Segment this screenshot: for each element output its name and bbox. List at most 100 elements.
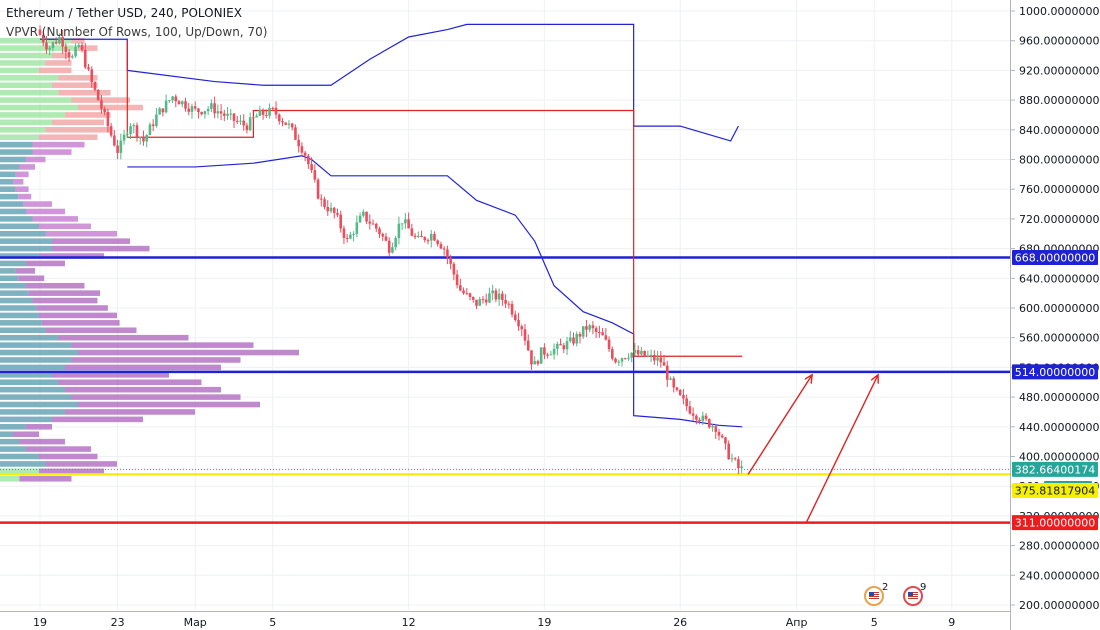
candle-body <box>423 237 427 241</box>
candle-body <box>103 108 106 113</box>
candle-body <box>678 389 682 396</box>
candle-body <box>45 42 48 50</box>
candle-body <box>452 263 456 275</box>
candle-body <box>223 113 226 116</box>
candle-body <box>268 107 271 116</box>
candle-body <box>481 299 485 301</box>
candle-body <box>442 248 446 250</box>
profile-bar-up <box>0 156 26 163</box>
level-tag-label: 514.00000000 <box>1015 366 1095 379</box>
candle-body <box>717 431 721 436</box>
candle-body <box>484 299 488 303</box>
candle-body <box>148 124 152 136</box>
candle-body <box>281 121 284 123</box>
candle-body <box>126 133 129 135</box>
profile-bar-up <box>0 342 72 348</box>
price-axis[interactable]: 1000.00000000 960.00000000 920.00000000 880… <box>1010 0 1100 630</box>
candle-body <box>355 222 359 235</box>
indicator-title[interactable]: VPVR (Number Of Rows, 100, Up/Down, 70) <box>6 25 268 39</box>
profile-bar-up <box>0 416 52 423</box>
candle-body <box>646 355 650 357</box>
candle-body <box>740 466 743 469</box>
candle-body <box>572 337 575 344</box>
candle-body <box>471 296 475 300</box>
vwap-lower-blue <box>127 155 743 428</box>
horizontal-levels[interactable] <box>0 256 1010 524</box>
candle-body <box>300 146 304 153</box>
candle-body <box>429 234 433 241</box>
profile-bar-down <box>65 364 221 371</box>
candle-body <box>138 137 142 139</box>
economic-event-icon-1[interactable] <box>864 586 884 606</box>
candle-body <box>501 293 504 300</box>
candle-body <box>64 46 68 53</box>
profile-bar-down <box>32 149 72 155</box>
candle-body <box>675 387 679 390</box>
profile-bar-up <box>0 119 52 126</box>
candle-body <box>310 164 313 171</box>
candle-body <box>61 36 64 47</box>
profile-bar-down <box>65 409 195 415</box>
candle-body <box>439 244 443 249</box>
candle-body <box>58 36 61 44</box>
profile-bar-up <box>0 208 26 215</box>
us-flag-icon <box>869 592 879 600</box>
profile-bar-down <box>26 282 85 289</box>
profile-bar-down <box>15 171 29 178</box>
profile-bar-down <box>23 201 52 207</box>
candle-body <box>374 223 378 229</box>
candle-body <box>200 112 203 115</box>
candle-body <box>229 113 233 115</box>
candle-body <box>585 326 588 330</box>
profile-bar-up <box>0 230 46 237</box>
candle-body <box>106 112 110 127</box>
candle-body <box>271 107 275 109</box>
profile-bar-down <box>78 349 299 356</box>
candle-body <box>129 126 132 134</box>
candle-body <box>669 378 672 380</box>
time-axis[interactable]: 19 23 Мар 5 12 19 26 Апр 5 9 <box>0 611 1010 630</box>
price-tick-label: 480.00000000 <box>1019 391 1099 404</box>
candle-body <box>417 235 420 238</box>
profile-bar-up <box>0 149 33 155</box>
time-tick-label: 5 <box>269 616 276 629</box>
candle-body <box>67 52 71 58</box>
candle-body <box>349 234 352 239</box>
profile-bar-up <box>0 171 16 178</box>
economic-event-icon-2[interactable] <box>903 586 923 606</box>
profile-bar-down <box>52 82 98 89</box>
projection-arrow-1[interactable] <box>747 375 812 475</box>
candle-body <box>235 120 239 122</box>
projection-arrows[interactable] <box>747 375 878 523</box>
candle-body <box>653 354 656 361</box>
profile-bar-up <box>0 468 39 475</box>
candle-body <box>326 206 330 212</box>
profile-bar-down <box>71 394 241 400</box>
candle-body <box>252 117 255 119</box>
us-flag-icon <box>908 592 918 600</box>
profile-bar-down <box>71 97 130 103</box>
candlesticks <box>38 25 743 475</box>
grid-lines <box>0 0 1010 610</box>
profile-bar-down <box>19 164 36 170</box>
candle-body <box>345 237 349 239</box>
candle-body <box>510 303 514 315</box>
price-tick-label: 1000.00000000 <box>1019 5 1100 18</box>
profile-bar-down <box>71 342 254 348</box>
projection-arrow-2[interactable] <box>805 375 878 523</box>
candle-body <box>287 123 291 125</box>
candle-body <box>329 207 333 212</box>
profile-bar-up <box>0 45 78 51</box>
candle-body <box>261 109 265 115</box>
profile-bar-down <box>39 253 104 259</box>
profile-bar-up <box>0 312 39 319</box>
symbol-title[interactable]: Ethereum / Tether USD, 240, POLONIEX <box>6 6 242 20</box>
profile-bar-up <box>0 282 26 289</box>
candle-body <box>688 406 692 414</box>
price-tick-label: 640.00000000 <box>1019 272 1099 285</box>
profile-bar-up <box>0 193 19 200</box>
candle-body <box>491 290 494 294</box>
candle-body <box>578 333 582 337</box>
price-tick-label: 200.00000000 <box>1019 599 1099 612</box>
